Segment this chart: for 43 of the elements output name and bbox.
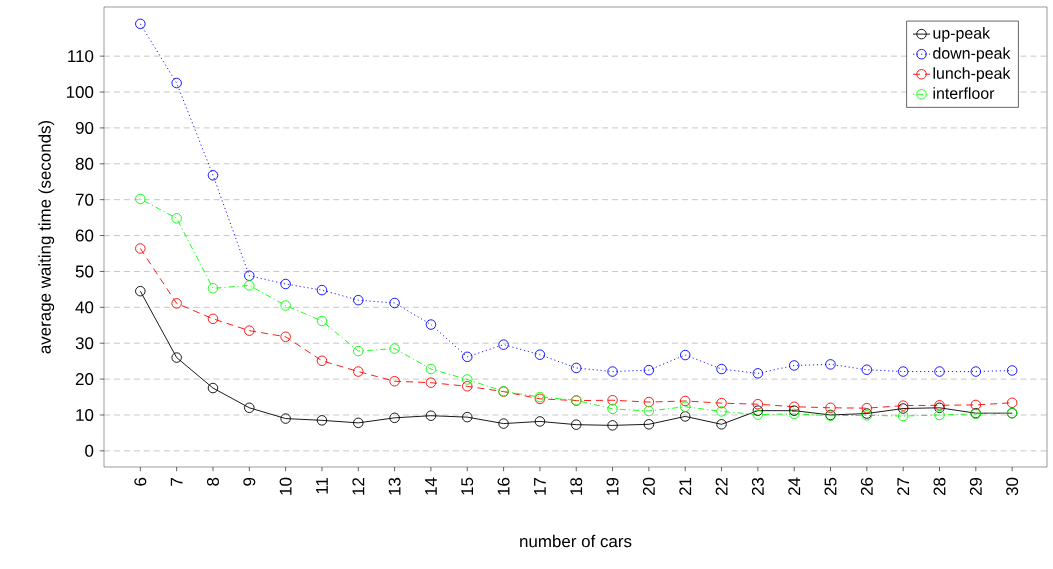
legend-label: lunch-peak <box>933 67 1011 83</box>
y-tick-label: 50 <box>75 265 94 278</box>
x-tick-label: 17 <box>534 477 546 495</box>
y-tick-label: 0 <box>85 444 94 457</box>
x-tick-label: 27 <box>897 477 910 496</box>
x-tick-label: 30 <box>1006 477 1019 496</box>
y-tick-label: 100 <box>66 86 94 99</box>
x-tick-label: 18 <box>570 477 583 495</box>
x-tick-label: 20 <box>642 477 655 496</box>
legend-label: interfloor <box>933 87 995 99</box>
x-tick-label: 16 <box>497 477 510 495</box>
y-tick-label: 110 <box>68 50 94 63</box>
x-tick-label: 8 <box>206 477 219 486</box>
x-axis-title: number of cars <box>520 534 632 548</box>
x-tick-label: 24 <box>788 477 801 496</box>
x-tick-label: 6 <box>134 477 147 486</box>
x-tick-label: 11 <box>316 477 328 494</box>
x-tick-label: 14 <box>425 477 437 495</box>
y-tick-label: 80 <box>75 157 94 170</box>
x-tick-label: 29 <box>969 477 982 496</box>
x-tick-label: 22 <box>715 477 728 496</box>
x-tick-label: 15 <box>461 477 474 495</box>
x-tick-label: 12 <box>352 477 365 495</box>
y-axis-title: average waiting time (seconds) <box>38 120 55 354</box>
y-tick-label: 20 <box>75 373 94 386</box>
x-tick-label: 9 <box>243 477 256 486</box>
x-tick-label: 23 <box>751 477 764 496</box>
x-tick-label: 19 <box>606 477 619 495</box>
y-tick-label: 90 <box>75 121 94 134</box>
legend-label: up-peak <box>933 27 991 42</box>
x-tick-label: 7 <box>170 477 183 486</box>
x-tick-label: 26 <box>860 477 873 496</box>
legend-label: down-peak <box>933 47 1011 62</box>
x-tick-label: 25 <box>824 477 837 496</box>
x-tick-label: 13 <box>388 477 401 495</box>
y-tick-label: 10 <box>76 408 94 421</box>
y-tick-label: 40 <box>75 301 94 314</box>
y-tick-label: 30 <box>75 337 94 350</box>
x-tick-label: 21 <box>679 477 692 496</box>
y-tick-label: 60 <box>75 229 94 242</box>
x-tick-label: 28 <box>933 477 946 496</box>
y-tick-label: 70 <box>75 193 94 206</box>
x-tick-label: 10 <box>279 477 292 495</box>
